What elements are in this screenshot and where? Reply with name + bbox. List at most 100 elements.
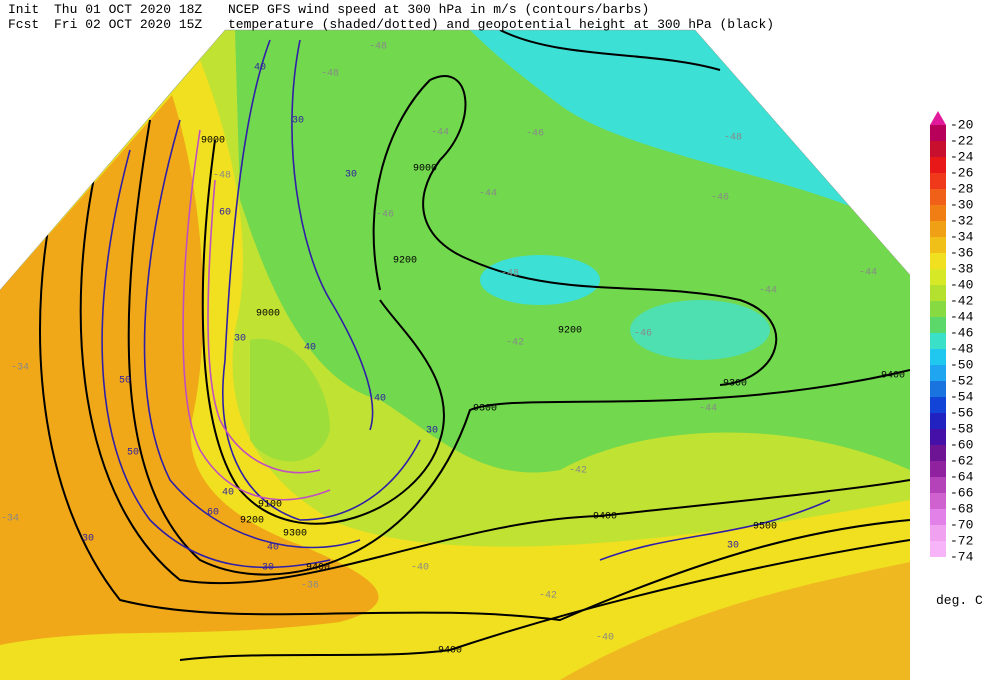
temperature-label: -44 — [859, 268, 877, 279]
colorbar-label: -34 — [950, 229, 974, 244]
colorbar-swatch — [930, 317, 946, 333]
colorbar-swatch — [930, 445, 946, 461]
title-line: temperature (shaded/dotted) and geopoten… — [228, 17, 774, 32]
colorbar: -20-22-24-26-28-30-32-34-36-38-40-42-44-… — [930, 111, 974, 564]
wind-label: 30 — [234, 334, 246, 345]
temperature-label: -42 — [569, 466, 587, 477]
colorbar-swatch — [930, 333, 946, 349]
colorbar-swatch — [930, 525, 946, 541]
height-label: 9000 — [413, 164, 437, 175]
height-label: 9200 — [393, 256, 417, 267]
height-label: 9200 — [558, 326, 582, 337]
fcst-label: Fcst — [8, 17, 39, 32]
colorbar-label: -42 — [950, 293, 973, 308]
wind-label: 40 — [304, 343, 316, 354]
wind-label: 30 — [82, 534, 94, 545]
colorbar-swatch — [930, 269, 946, 285]
temperature-label: -44 — [479, 189, 497, 200]
temperature-label: -40 — [411, 563, 429, 574]
colorbar-swatch — [930, 541, 946, 557]
wind-label: 40 — [254, 63, 266, 74]
temperature-label: -42 — [506, 338, 524, 349]
wind-label: 30 — [345, 170, 357, 181]
wind-label: 60 — [219, 208, 231, 219]
colorbar-swatch — [930, 365, 946, 381]
wind-label: 40 — [222, 488, 234, 499]
temperature-label: -46 — [526, 129, 544, 140]
colorbar-swatch — [930, 205, 946, 221]
colorbar-label: -46 — [950, 325, 973, 340]
temperature-label: -48 — [369, 42, 387, 53]
colorbar-label: -50 — [950, 357, 973, 372]
colorbar-swatch — [930, 349, 946, 365]
height-label: 9300 — [473, 404, 497, 415]
colorbar-swatch — [930, 125, 946, 141]
temperature-label: -40 — [596, 633, 614, 644]
colorbar-label: -64 — [950, 469, 974, 484]
colorbar-label: -26 — [950, 165, 973, 180]
temperature-label: -48 — [724, 133, 742, 144]
colorbar-label: -44 — [950, 309, 974, 324]
wind-label: 40 — [267, 543, 279, 554]
temperature-label: -44 — [699, 404, 717, 415]
temperature-label: -48 — [321, 69, 339, 80]
height-label: 9300 — [283, 529, 307, 540]
temperature-label: -36 — [301, 581, 319, 592]
colorbar-label: -60 — [950, 437, 973, 452]
colorbar-swatch — [930, 381, 946, 397]
colorbar-swatch — [930, 221, 946, 237]
wind-label: 30 — [292, 116, 304, 127]
map-area — [0, 30, 910, 680]
colorbar-label: -70 — [950, 517, 973, 532]
wind-label: 40 — [374, 394, 386, 405]
colorbar-swatch — [930, 429, 946, 445]
colorbar-swatch — [930, 397, 946, 413]
wind-label: 30 — [426, 426, 438, 437]
colorbar-label: -52 — [950, 373, 973, 388]
height-label: 9400 — [438, 646, 462, 657]
title-line: NCEP GFS wind speed at 300 hPa in m/s (c… — [228, 2, 649, 17]
colorbar-label: -58 — [950, 421, 973, 436]
temperature-label: -44 — [759, 286, 777, 297]
height-label: 9000 — [256, 309, 280, 320]
init-label: Init — [8, 2, 39, 17]
height-label: 9300 — [723, 379, 747, 390]
colorbar-swatch — [930, 461, 946, 477]
height-label: 9500 — [753, 522, 777, 533]
temperature-label: -48 — [213, 171, 231, 182]
map-labels: 9000 9000 9000 9200 9200 9300 9300 9400 9400 9500… — [1, 42, 905, 657]
wind-label: 30 — [262, 563, 274, 574]
colorbar-label: -48 — [950, 341, 973, 356]
fcst-time: Fri 02 OCT 2020 15Z — [54, 17, 202, 32]
colorbar-swatch — [930, 301, 946, 317]
height-label: 9400 — [593, 512, 617, 523]
height-label: 9400 — [881, 371, 905, 382]
temperature-label: -34 — [11, 363, 29, 374]
height-label: 9000 — [201, 136, 225, 147]
height-label: 9400 — [306, 563, 330, 574]
colorbar-label: -32 — [950, 213, 973, 228]
colorbar-swatch — [930, 413, 946, 429]
wind-label: 50 — [127, 448, 139, 459]
temperature-label: -48 — [501, 269, 519, 280]
colorbar-swatch — [930, 173, 946, 189]
temperature-label: -46 — [634, 329, 652, 340]
height-label: 9200 — [240, 516, 264, 527]
colorbar-swatch — [930, 237, 946, 253]
temperature-label: -46 — [376, 210, 394, 221]
colorbar-swatch — [930, 509, 946, 525]
wind-label: 30 — [727, 541, 739, 552]
colorbar-swatch — [930, 141, 946, 157]
colorbar-label: -56 — [950, 405, 973, 420]
colorbar-swatch — [930, 189, 946, 205]
colorbar-label: -72 — [950, 533, 973, 548]
wind-label: 50 — [119, 376, 131, 387]
colorbar-unit: deg. C — [936, 593, 983, 608]
temperature-label: -46 — [711, 193, 729, 204]
colorbar-label: -36 — [950, 245, 973, 260]
colorbar-swatch — [930, 477, 946, 493]
temperature-label: -44 — [431, 128, 449, 139]
colorbar-swatch — [930, 253, 946, 269]
colorbar-label: -22 — [950, 133, 973, 148]
